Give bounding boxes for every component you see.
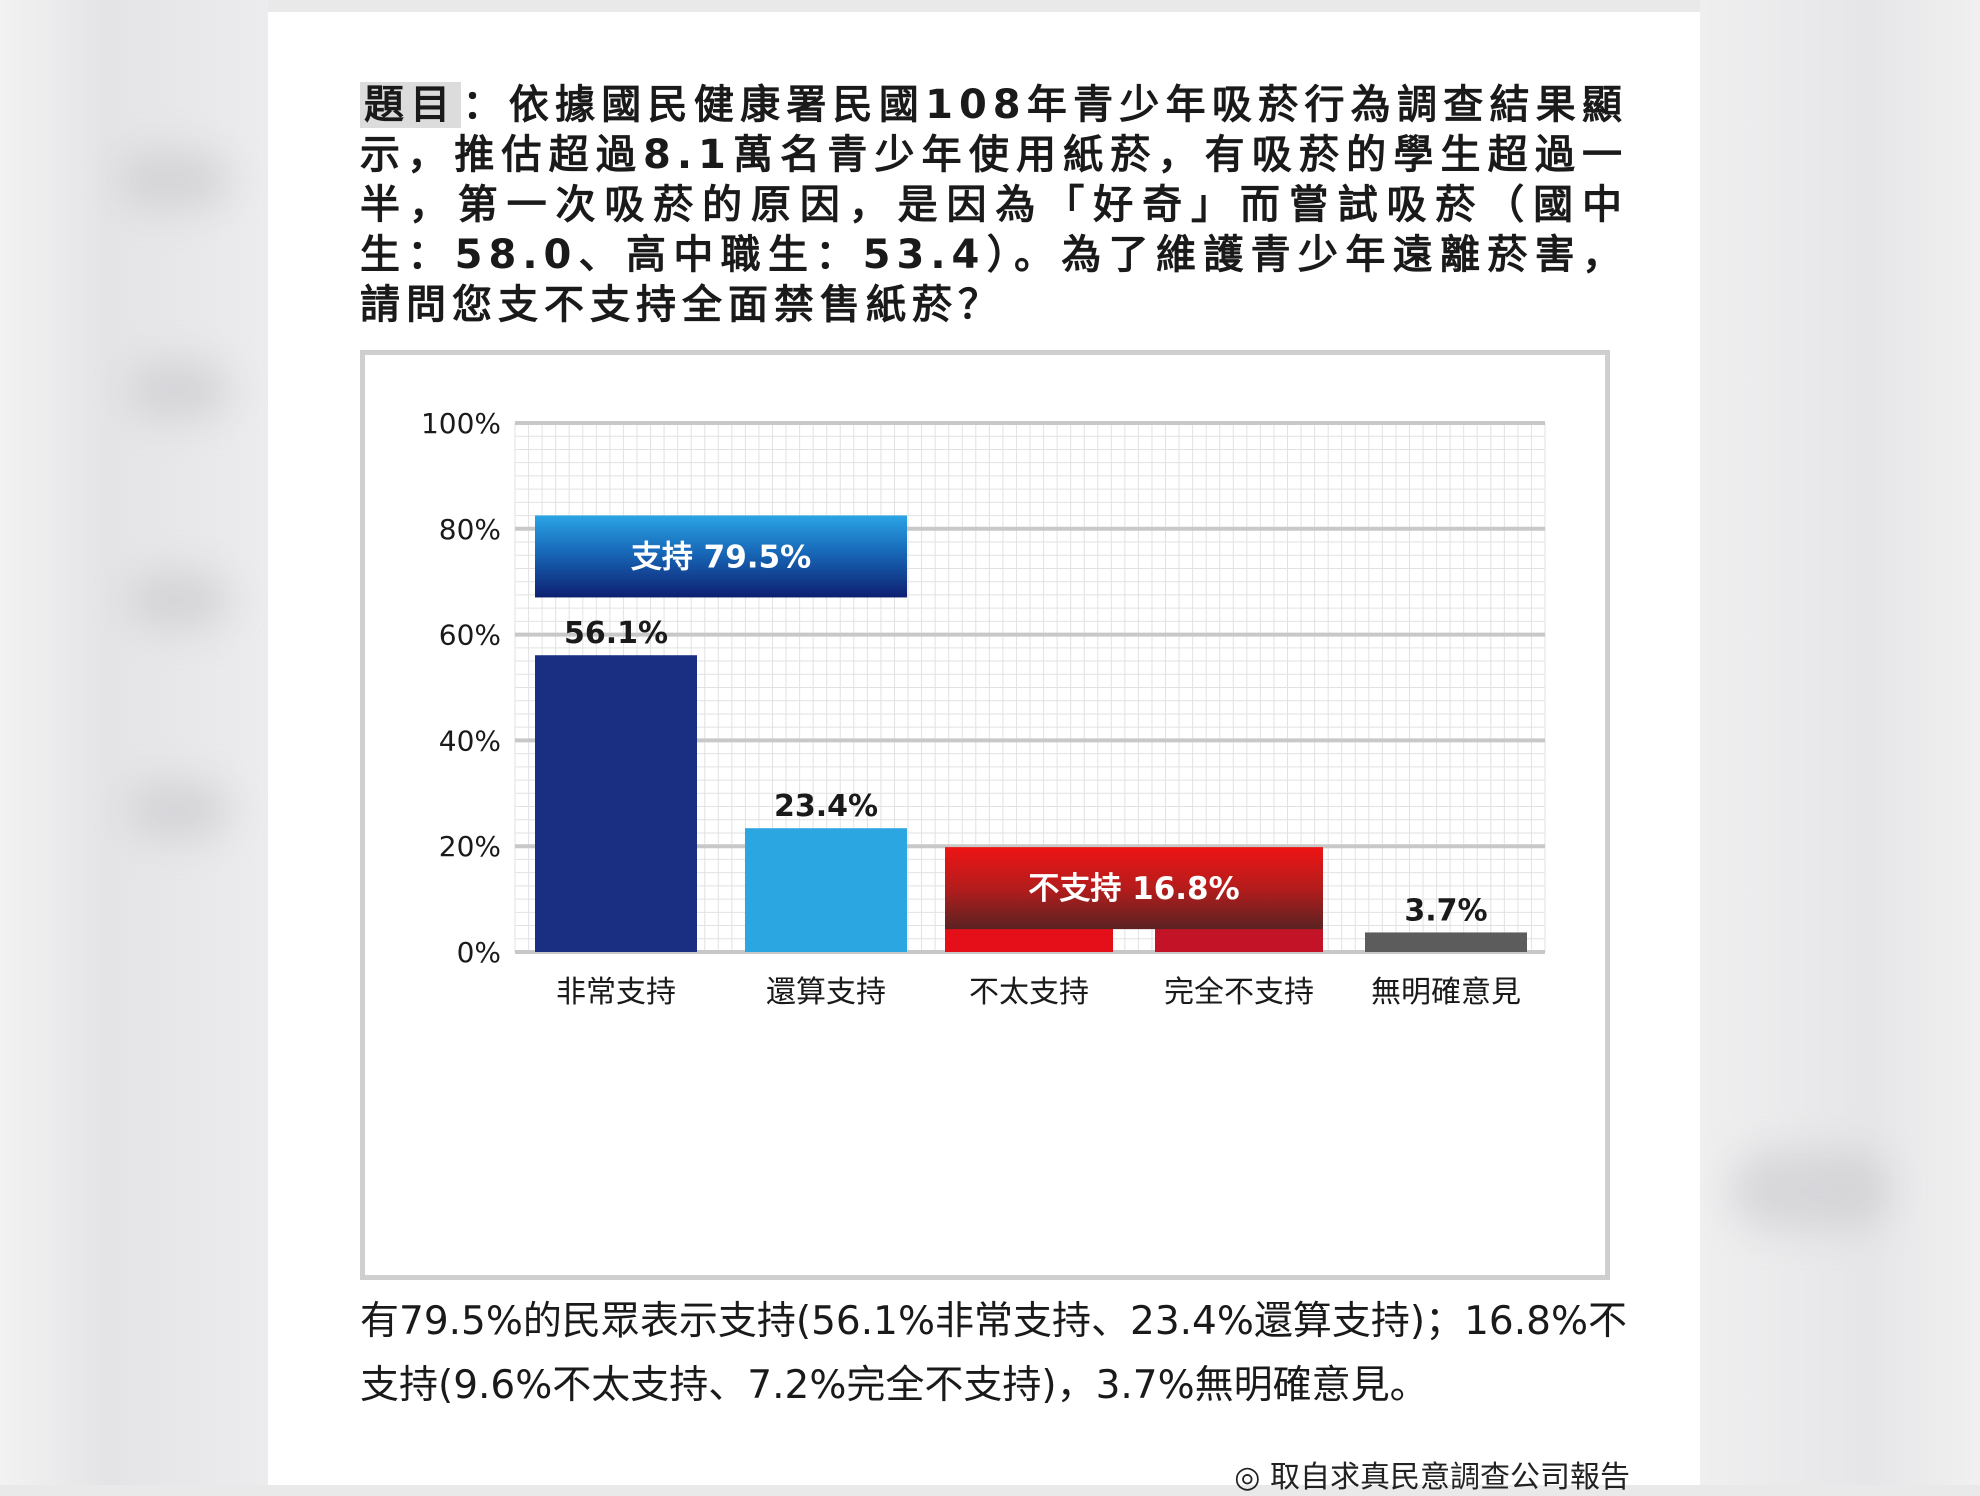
category-label: 不太支持 (969, 975, 1089, 1010)
summary-text: 有79.5%的民眾表示支持(56.1%非常支持、23.4%還算支持)；16.8%… (360, 1299, 1628, 1408)
y-tick-label: 80% (439, 513, 501, 546)
background-right (1700, 0, 1980, 1485)
category-label: 還算支持 (766, 975, 886, 1010)
report-card: 題目 ：依據國民健康署民國108年青少年吸菸行為調查結果顯示，推估超過8.1萬名青… (268, 12, 1700, 1495)
background-smudge (130, 780, 230, 840)
data-label: 3.7% (1404, 893, 1487, 928)
background-smudge (120, 150, 230, 210)
question-text: 題目 ：依據國民健康署民國108年青少年吸菸行為調查結果顯示，推估超過8.1萬名青… (360, 80, 1628, 330)
y-tick-label: 100% (421, 407, 501, 440)
bar-1 (535, 655, 697, 952)
chart-frame: 0%20%40%60%80%100% 56.1%非常支持23.4%還算支持9.6… (360, 350, 1610, 1280)
y-tick-label: 40% (439, 724, 501, 757)
data-label: 23.4% (774, 789, 878, 824)
source-note: ◎ 取自求真民意調查公司報告 (1234, 1460, 1630, 1495)
y-axis: 0% 20% 40% 60% 80% 100% (421, 407, 501, 969)
group-box-red (945, 847, 1323, 930)
bar-5 (1365, 932, 1527, 952)
bars: 56.1%非常支持23.4%還算支持9.6%不太支持7.2%完全不支持3.7%無… (535, 616, 1527, 1010)
bar-2 (745, 828, 907, 952)
category-label: 無明確意見 (1371, 975, 1521, 1010)
y-tick-label: 0% (457, 936, 501, 969)
y-tick-label: 60% (439, 619, 501, 652)
y-tick-label: 20% (439, 830, 501, 863)
group-box-blue (535, 515, 907, 598)
group-labels: 支持 79.5% 不支持 16.8% (535, 515, 1323, 930)
background-smudge (1730, 1150, 1890, 1230)
background-left (0, 0, 268, 1485)
question-label: 題目 (360, 82, 461, 128)
question-body: ：依據國民健康署民國108年青少年吸菸行為調查結果顯示，推估超過8.1萬名青少年… (360, 82, 1629, 328)
data-label: 56.1% (564, 616, 668, 651)
category-label: 非常支持 (556, 975, 676, 1010)
background-smudge (130, 570, 230, 630)
group-label: 不支持 16.8% (1028, 871, 1239, 907)
bar-chart: 0%20%40%60%80%100% 56.1%非常支持23.4%還算支持9.6… (421, 407, 1546, 1010)
background-smudge (130, 360, 230, 420)
category-label: 完全不支持 (1164, 975, 1314, 1010)
group-label: 支持 79.5% (631, 539, 811, 575)
